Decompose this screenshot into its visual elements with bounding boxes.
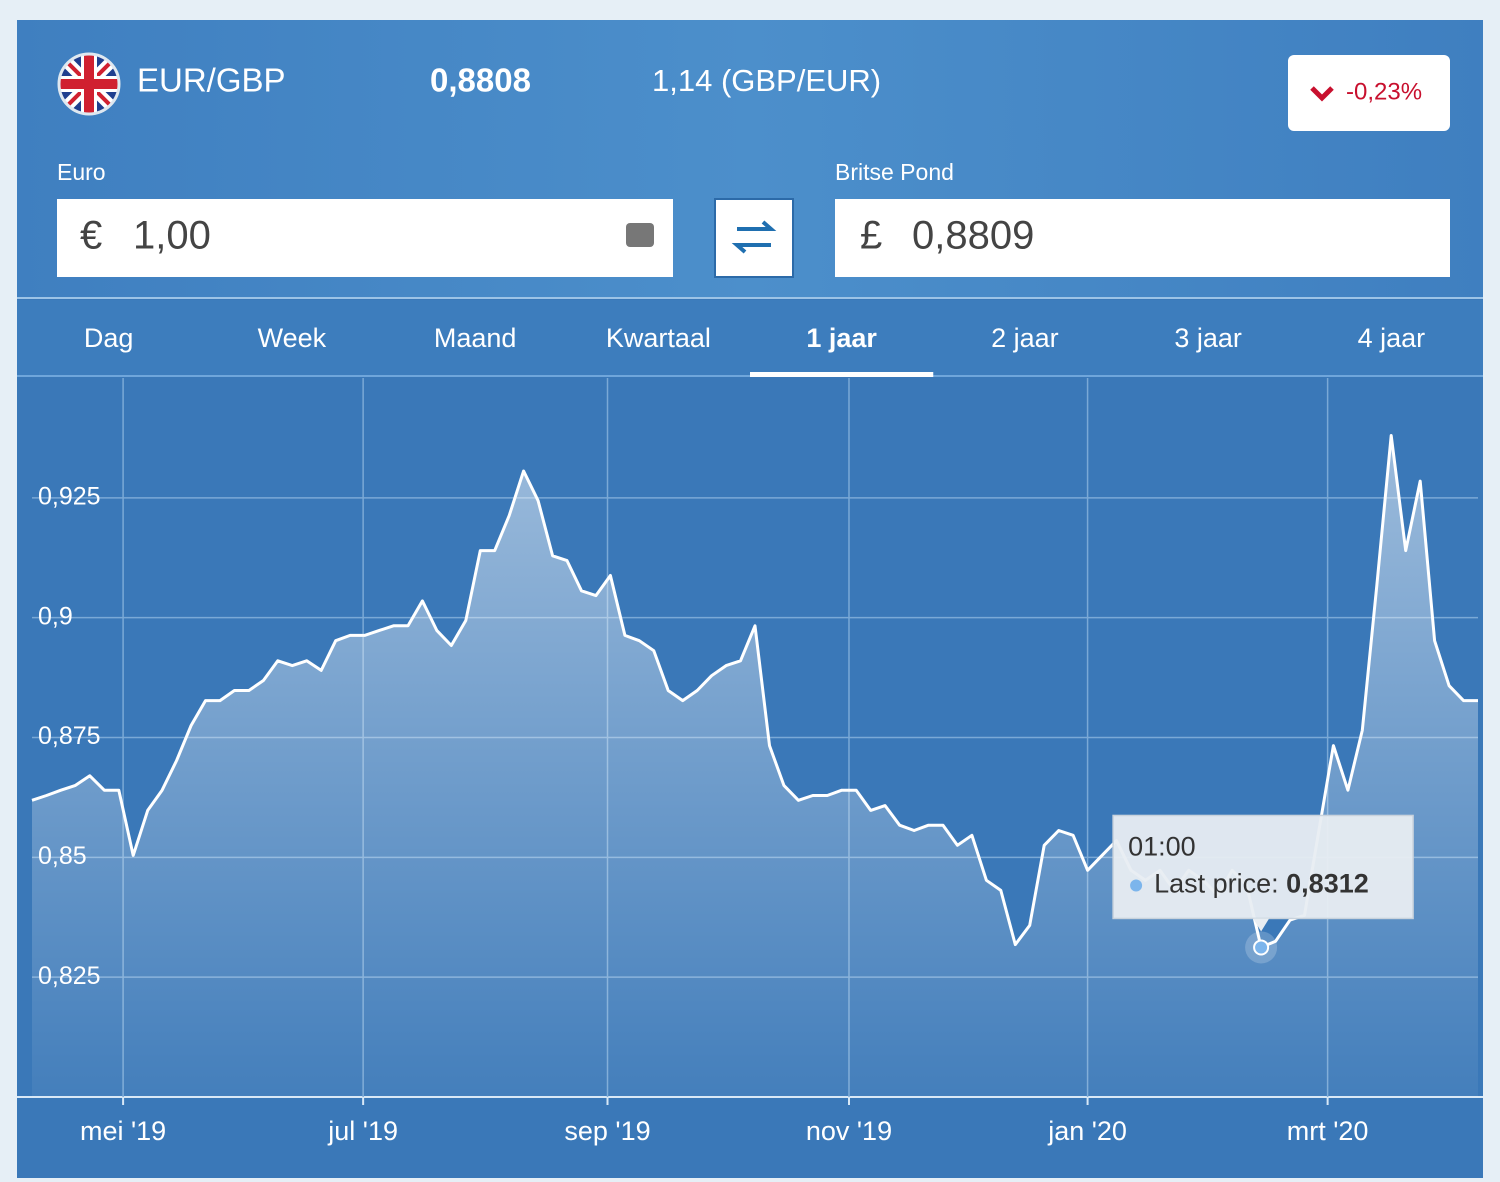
tooltip-pointer [1253, 918, 1270, 932]
field-label: Britse Pond [835, 159, 954, 185]
flag-ring [57, 52, 121, 116]
inverse-rate: 1,14 (GBP/EUR) [652, 63, 881, 98]
tab[interactable]: Maand [434, 323, 517, 353]
pair: EUR/GBP [137, 62, 286, 99]
tab[interactable]: 3 jaar [1174, 323, 1242, 353]
keypad-icon[interactable] [626, 223, 654, 247]
tooltip-dot [1130, 879, 1143, 892]
tooltip-value: 0,8312 [1286, 869, 1369, 899]
tooltip-label: Last price: [1154, 869, 1286, 899]
tooltip [1112, 814, 1414, 920]
currency-symbol: € [80, 214, 102, 258]
field-label: Euro [57, 159, 106, 185]
y-tick-label: 0,9 [38, 602, 73, 630]
x-tick-label: jul '19 [327, 1116, 398, 1146]
tooltip-time: 01:00 [1128, 832, 1196, 862]
y-tick-label: 0,925 [38, 482, 101, 510]
change-badge [1288, 55, 1450, 131]
amount-output[interactable] [835, 199, 1450, 277]
x-tick-label: mrt '20 [1287, 1116, 1369, 1146]
hover-point [1253, 939, 1270, 956]
tab[interactable]: Kwartaal [606, 323, 711, 353]
swap-icon [731, 220, 777, 254]
change: -0,23% [1346, 78, 1422, 105]
amount: 0,8809 [912, 214, 1034, 258]
x-tick-label: nov '19 [806, 1116, 892, 1146]
rate: 0,8808 [430, 62, 531, 99]
tabs: Dag Week Maand Kwartaal 1 jaar 2 jaar 3 jaar 4 … [84, 323, 1425, 377]
swap-button[interactable] [714, 198, 794, 278]
currency-symbol: £ [860, 214, 882, 258]
tab[interactable]: Week [258, 323, 327, 353]
tab[interactable]: Dag [84, 323, 134, 353]
amount: 1,00 [133, 214, 211, 258]
tooltip-text: Last price: 0,8312 [1154, 869, 1369, 899]
tab[interactable]: 1 jaar [806, 323, 877, 353]
tab[interactable]: 4 jaar [1358, 323, 1426, 353]
amount-input[interactable] [57, 199, 673, 277]
active-tab-indicator [750, 372, 934, 377]
x-tick-label: jan '20 [1047, 1116, 1127, 1146]
tab[interactable]: 2 jaar [991, 323, 1059, 353]
down-icon [1310, 86, 1334, 102]
x-tick-label: mei '19 [80, 1116, 166, 1146]
area [32, 435, 1478, 1097]
y-tick-label: 0,875 [38, 722, 101, 750]
x-tick-label: sep '19 [564, 1116, 650, 1146]
tabs-bg [17, 300, 1483, 376]
